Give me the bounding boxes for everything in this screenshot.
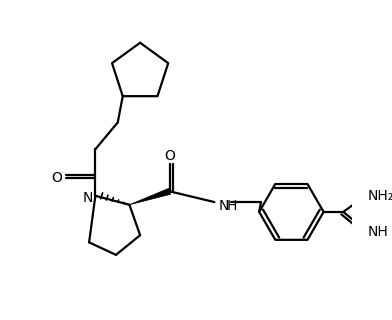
- Text: O: O: [51, 171, 62, 185]
- Text: N: N: [219, 199, 229, 213]
- Text: NH₂: NH₂: [367, 189, 392, 203]
- Polygon shape: [129, 188, 171, 205]
- Text: NH: NH: [367, 225, 388, 239]
- Text: N: N: [83, 191, 93, 204]
- Text: H: H: [227, 199, 237, 213]
- Text: O: O: [164, 149, 175, 164]
